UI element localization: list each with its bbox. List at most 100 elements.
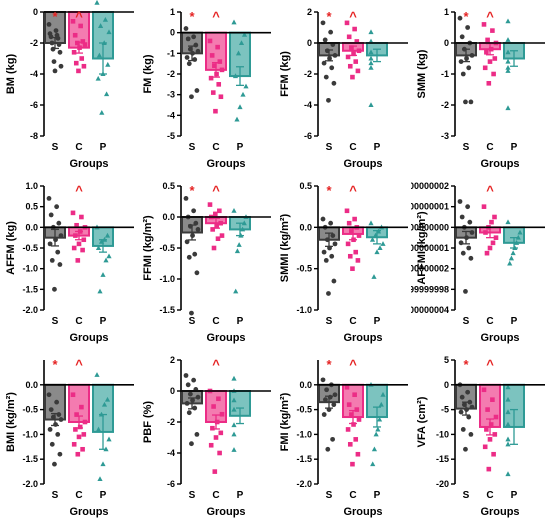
point-S (187, 223, 193, 229)
y-tick-label: 0.00000000000000000 (411, 222, 449, 232)
point-S (331, 402, 337, 408)
point-C (209, 53, 215, 58)
point-C (71, 442, 77, 447)
point-C (487, 245, 493, 251)
y-tick-label: -6 (167, 479, 175, 489)
point-C (74, 222, 79, 228)
y-tick-label: 0 (170, 28, 175, 38)
point-P (377, 245, 383, 250)
point-S (187, 391, 193, 397)
point-C (492, 432, 498, 437)
chart-svg: -2.0 -1.5 -1.0 -0.5 0.0 FMI (kg/m²) * ^ S C P Group… (279, 357, 408, 518)
point-S (324, 387, 329, 393)
point-P (103, 446, 109, 452)
y-tick-label: 5 (444, 355, 449, 365)
point-S (194, 432, 200, 437)
x-tick-label: C (75, 490, 82, 501)
point-P (512, 245, 518, 250)
y-tick-label: 0 (444, 380, 449, 390)
point-C (355, 68, 361, 74)
point-C (78, 23, 83, 29)
point-S (322, 37, 328, 43)
point-P (375, 426, 381, 432)
point-S (48, 407, 54, 412)
significance-mark: * (463, 9, 469, 24)
y-tick-label: -1.0 (159, 274, 175, 284)
y-tick-label: -5 (167, 131, 175, 141)
point-C (82, 42, 88, 47)
point-S (53, 422, 58, 427)
point-C (481, 387, 487, 393)
y-tick-label: -2.0 (296, 479, 312, 489)
point-S (324, 237, 330, 243)
chart-panel: -3 -2 -1 0 1 SMM (kg) * ^ S C P Groups (411, 0, 548, 174)
point-S (323, 397, 328, 403)
point-S (463, 289, 468, 294)
point-S (323, 258, 329, 263)
point-P (507, 260, 513, 266)
point-P (101, 401, 108, 407)
point-P (99, 109, 105, 115)
point-C (349, 45, 354, 50)
point-S (58, 63, 64, 69)
point-C (214, 224, 219, 229)
point-S (458, 59, 464, 64)
point-C (352, 26, 357, 32)
point-P (97, 476, 103, 482)
x-tick-label: C (349, 316, 356, 327)
point-C (81, 63, 87, 69)
point-S (320, 20, 326, 26)
point-S (459, 214, 465, 220)
y-tick-label: 0.0 (25, 222, 38, 232)
y-tick-label: -4 (167, 110, 175, 120)
y-tick-label: 2 (170, 355, 175, 365)
y-tick-label: -2.0 (22, 479, 38, 489)
x-tick-label: S (189, 490, 196, 501)
y-tick-label: -1.5 (22, 454, 38, 464)
point-C (484, 427, 489, 432)
point-P (104, 91, 110, 97)
point-S (56, 220, 62, 226)
point-S (56, 42, 62, 47)
y-axis-label: FFMI (kg/m²) (142, 215, 154, 281)
point-S (324, 48, 330, 54)
y-tick-label: 2 (307, 7, 312, 17)
point-S (50, 46, 56, 52)
point-S (46, 22, 52, 27)
point-C (487, 59, 493, 64)
point-C (74, 412, 79, 417)
point-P (370, 461, 376, 467)
point-S (468, 255, 474, 261)
point-S (325, 446, 331, 452)
point-P (505, 18, 511, 24)
point-C (488, 46, 494, 52)
chart-svg: -2.0 -1.5 -1.0 -0.5 0.0 0.5 1.0 AFFM (kg) ^ S C P Gr… (5, 181, 134, 344)
point-P (105, 61, 111, 67)
y-tick-label: -10 (436, 429, 449, 439)
point-P (508, 255, 515, 261)
x-axis-label: Groups (480, 332, 519, 344)
point-S (183, 196, 189, 201)
y-tick-label: -0.5 (22, 405, 38, 415)
chart-panel: -2.0 -1.5 -1.0 -0.5 0.0 BMI (kg/m²) * ^ S C P Group… (0, 348, 137, 522)
point-P (231, 19, 237, 25)
point-P (98, 23, 104, 28)
x-tick-label: C (486, 142, 493, 153)
chart-svg: -5 -4 -3 -2 -1 0 1 FM (kg) * ^ S C P Groups (142, 7, 271, 170)
point-S (54, 399, 60, 405)
x-tick-label: P (237, 142, 244, 153)
point-C (345, 54, 351, 60)
point-P (232, 73, 239, 79)
y-axis-label: VFA (cm²) (416, 396, 428, 447)
point-C (347, 63, 353, 69)
chart-svg: -1.5 -1.0 -0.5 0.0 0.5 FFMI (kg/m²) * ^ S C P Group… (142, 181, 271, 344)
point-S (194, 88, 200, 93)
x-tick-label: S (463, 490, 470, 501)
x-tick-label: P (100, 490, 107, 501)
y-tick-label: -0.80000000000000004 (411, 305, 449, 315)
point-S (55, 432, 61, 437)
point-S (328, 220, 334, 226)
x-tick-label: S (189, 316, 196, 327)
x-axis-label: Groups (343, 332, 382, 344)
y-tick-label: 1.0 (25, 181, 38, 191)
